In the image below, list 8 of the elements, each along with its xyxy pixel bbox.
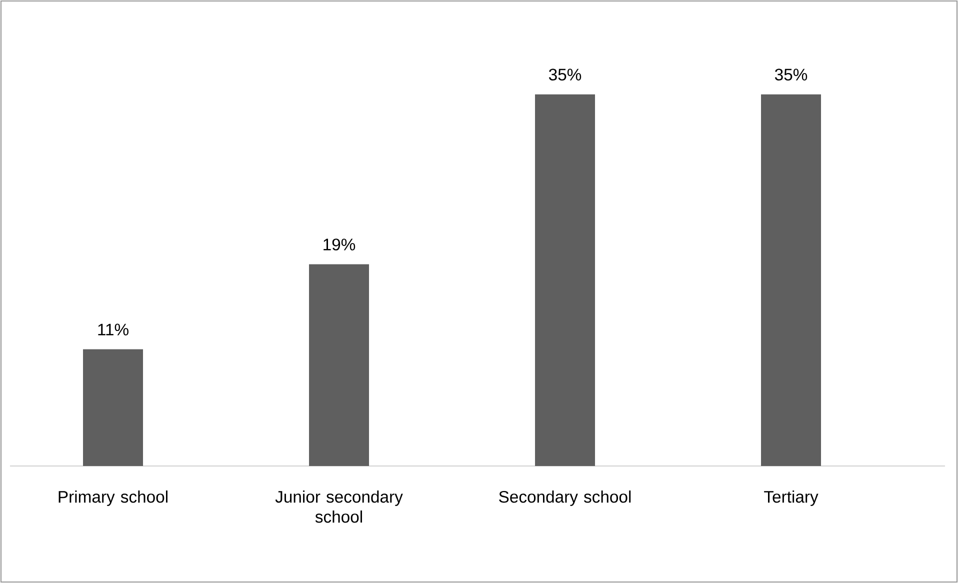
data-label: 35% (548, 68, 582, 81)
data-label: 11% (98, 324, 128, 336)
x-tick-label: Junior secondary school (275, 490, 403, 523)
x-tick-label: Secondary school (499, 490, 631, 506)
data-label: 35% (774, 68, 808, 81)
x-tick-label: Tertiary (764, 490, 818, 506)
x-tick-label: Primary school (58, 490, 168, 506)
data-label: 19% (324, 238, 356, 250)
